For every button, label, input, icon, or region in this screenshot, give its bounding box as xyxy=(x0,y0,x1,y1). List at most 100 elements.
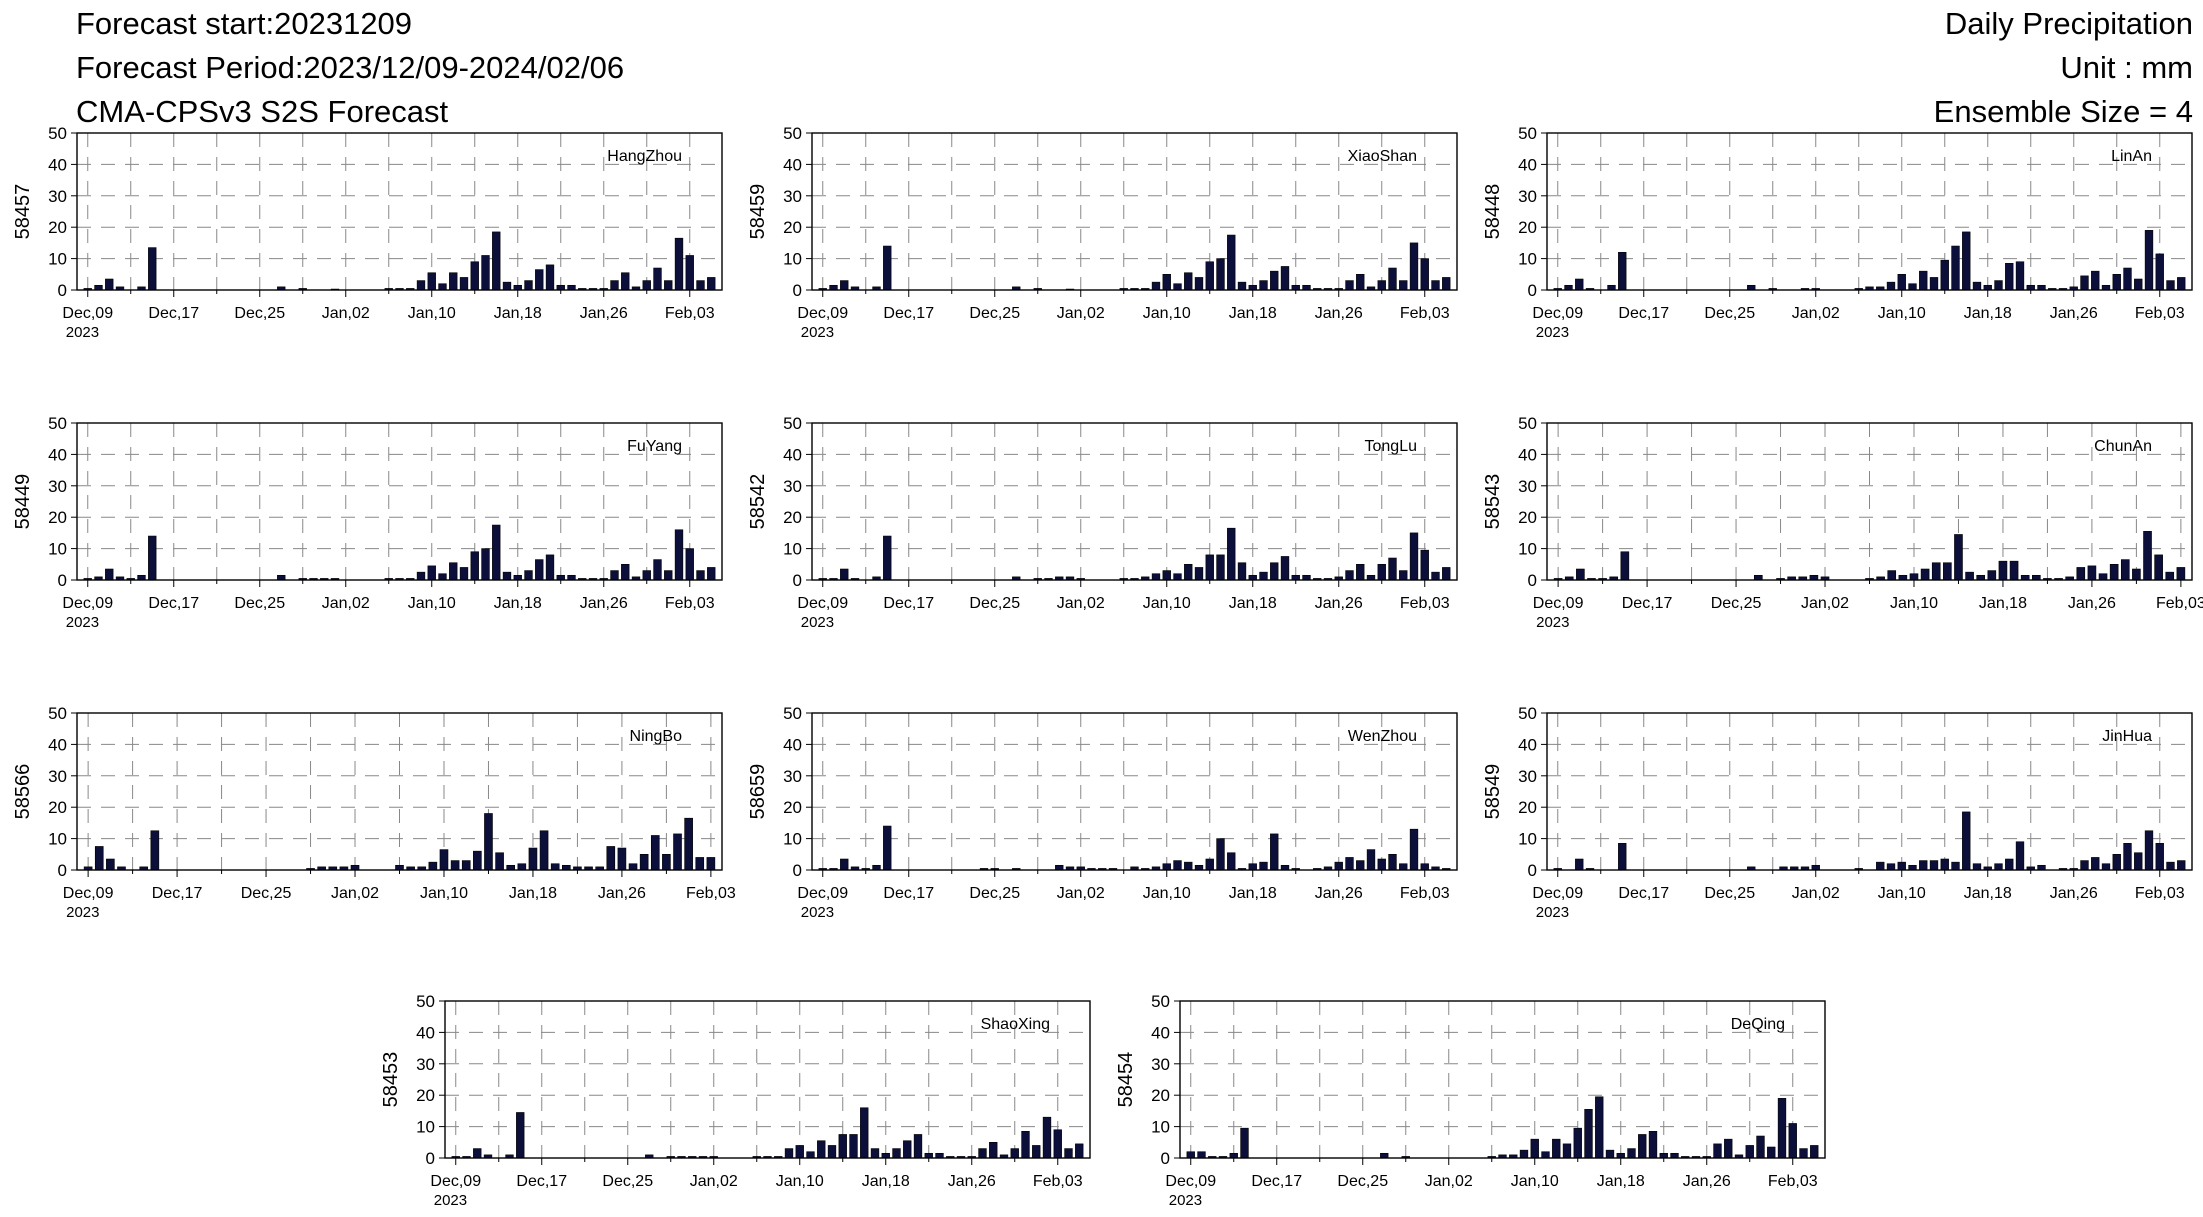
y-tick-label: 40 xyxy=(48,445,67,464)
station-name: FuYang xyxy=(627,438,682,455)
x-tick-label: Jan,10 xyxy=(1143,885,1191,902)
x-tick-label: Dec,25 xyxy=(602,1173,653,1190)
station-id-label: 58549 xyxy=(1482,764,1504,820)
x-tick-label: Dec,25 xyxy=(234,305,285,322)
x-tick-label: Dec,09 xyxy=(797,305,848,322)
x-tick-label: Jan,18 xyxy=(1229,595,1277,612)
bar xyxy=(706,857,716,871)
bar xyxy=(1042,1116,1052,1159)
bar xyxy=(1886,863,1896,871)
x-tick-label: Jan,26 xyxy=(580,305,628,322)
x-tick-label: Dec,09 xyxy=(1532,305,1583,322)
bar xyxy=(1954,534,1963,581)
bar xyxy=(673,833,682,871)
x-tick-label: Feb,03 xyxy=(1400,595,1450,612)
bar xyxy=(428,861,438,871)
x-tick-label: Dec,17 xyxy=(516,1173,567,1190)
bar xyxy=(1248,284,1257,291)
bar xyxy=(567,574,576,581)
bar xyxy=(1575,858,1584,871)
y-tick-label: 40 xyxy=(1518,155,1537,174)
bar xyxy=(1724,1138,1733,1159)
bar xyxy=(1931,562,1941,581)
x-tick-label: Jan,26 xyxy=(1315,885,1363,902)
bar xyxy=(2144,230,2154,291)
chart-panel-jinhua: 0 10 20 30 40 50 Dec,09 Dec,17 Dec,25 Jan,02 Jan,1… xyxy=(1482,704,2193,921)
x-tick-label: Dec,09 xyxy=(797,595,848,612)
x-tick-label: Dec,17 xyxy=(148,305,199,322)
bar xyxy=(1442,277,1451,291)
x-tick-label: Jan,10 xyxy=(1143,595,1191,612)
bar xyxy=(1607,284,1616,291)
bar xyxy=(1994,280,2003,291)
y-tick-label: 0 xyxy=(793,571,802,590)
x-tick-label: Feb,03 xyxy=(686,885,736,902)
bar xyxy=(1270,833,1279,871)
x-tick-label: Jan,10 xyxy=(408,595,456,612)
y-tick-label: 30 xyxy=(48,767,67,786)
bar xyxy=(1575,278,1584,291)
bar xyxy=(1366,574,1376,581)
x-year-label: 2023 xyxy=(1536,904,1569,921)
bar xyxy=(1064,1148,1073,1159)
bar xyxy=(1777,1098,1787,1159)
bar xyxy=(427,272,436,291)
bar xyxy=(664,570,673,581)
bar xyxy=(639,853,649,871)
bar xyxy=(2143,531,2152,581)
bar xyxy=(935,1152,944,1159)
station-id-label: 58454 xyxy=(1115,1052,1137,1108)
y-tick-label: 0 xyxy=(58,571,67,590)
bar xyxy=(1541,1151,1550,1159)
x-tick-label: Dec,09 xyxy=(1165,1173,1216,1190)
bar xyxy=(473,850,482,871)
bar xyxy=(1886,281,1896,291)
bar xyxy=(350,864,360,871)
x-year-label: 2023 xyxy=(801,324,834,341)
bar xyxy=(438,573,447,581)
bar xyxy=(1227,527,1236,581)
x-tick-label: Dec,09 xyxy=(797,885,848,902)
y-tick-label: 0 xyxy=(58,281,67,300)
bar xyxy=(517,863,527,871)
x-tick-label: Jan,10 xyxy=(420,885,468,902)
y-tick-label: 50 xyxy=(48,704,67,723)
bar xyxy=(1659,1152,1668,1159)
bar xyxy=(653,267,662,291)
bar xyxy=(1240,1127,1249,1159)
bar xyxy=(1920,568,1930,581)
bar xyxy=(438,283,447,291)
y-tick-label: 10 xyxy=(48,250,67,269)
bar xyxy=(535,269,544,291)
bar xyxy=(606,846,616,871)
bar xyxy=(502,571,512,581)
x-tick-label: Jan,02 xyxy=(1792,885,1840,902)
x-tick-label: Jan,18 xyxy=(1964,305,2012,322)
x-tick-label: Jan,18 xyxy=(1597,1173,1645,1190)
y-tick-label: 40 xyxy=(783,155,802,174)
bar xyxy=(1909,573,1919,581)
bar xyxy=(653,559,662,581)
bar xyxy=(1605,1149,1615,1159)
y-tick-label: 10 xyxy=(48,830,67,849)
bar xyxy=(784,1148,794,1159)
y-tick-label: 0 xyxy=(1528,861,1537,880)
bar xyxy=(1420,258,1429,291)
chart-panel-chunan: 0 10 20 30 40 50 Dec,09 Dec,17 Dec,25 Jan,02 Jan,1… xyxy=(1482,414,2203,631)
bar xyxy=(2087,565,2097,581)
bar xyxy=(840,280,849,291)
bar xyxy=(883,535,892,581)
bar xyxy=(449,562,458,581)
variable-label: Daily Precipitation xyxy=(1944,6,2193,41)
bar xyxy=(1377,280,1386,291)
bar xyxy=(1377,858,1386,871)
bar xyxy=(513,574,522,581)
bar xyxy=(1173,283,1182,291)
bar xyxy=(1929,277,1939,291)
y-tick-label: 20 xyxy=(416,1086,435,1105)
bar xyxy=(1576,568,1585,581)
x-tick-label: Jan,10 xyxy=(408,305,456,322)
x-tick-label: Jan,26 xyxy=(2068,595,2116,612)
bar xyxy=(1205,554,1214,581)
bar xyxy=(2101,863,2111,871)
